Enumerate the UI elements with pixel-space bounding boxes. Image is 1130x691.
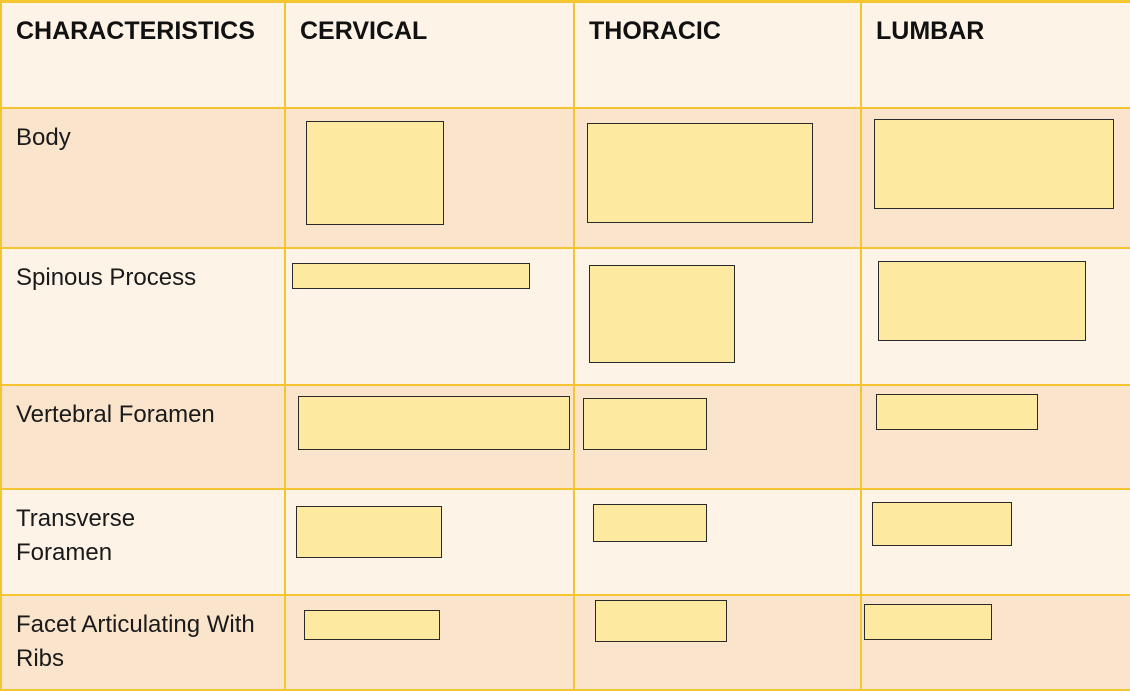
answer-box-cervical-body[interactable]: [306, 120, 444, 225]
cell-lumbar-body: [860, 106, 1130, 249]
header-cervical: CERVICAL: [284, 0, 575, 109]
row-label-vertebral-foramen: Vertebral Foramen: [0, 383, 286, 490]
table-row-vertebral-foramen: Vertebral Foramen: [0, 383, 1130, 490]
cell-lumbar-vertebral-foramen: [860, 383, 1130, 490]
answer-box-cervical-transverse-foramen[interactable]: [296, 505, 442, 558]
cell-thoracic-vertebral-foramen: [573, 383, 862, 490]
table-row-spinous-process: Spinous Process: [0, 246, 1130, 386]
cell-cervical-vertebral-foramen: [284, 383, 575, 490]
cell-cervical-spinous-process: [284, 246, 575, 386]
row-label-spinous-process: Spinous Process: [0, 246, 286, 386]
row-label-transverse-foramen-text: Transverse Foramen: [16, 504, 136, 567]
header-thoracic: THORACIC: [573, 0, 862, 109]
table-row-facet-articulating-with-ribs: Facet Articulating With Ribs: [0, 593, 1130, 691]
cell-thoracic-spinous-process: [573, 246, 862, 386]
answer-box-thoracic-vertebral-foramen[interactable]: [583, 397, 707, 450]
answer-box-cervical-spinous-process[interactable]: [292, 262, 530, 289]
row-label-facet-articulating-with-ribs: Facet Articulating With Ribs: [0, 593, 286, 691]
header-lumbar: LUMBAR: [860, 0, 1130, 109]
cell-thoracic-facet: [573, 593, 862, 691]
cell-thoracic-transverse-foramen: [573, 487, 862, 596]
header-characteristics: CHARACTERISTICS: [0, 0, 286, 109]
row-label-facet-text: Facet Articulating With Ribs: [16, 610, 255, 673]
cell-lumbar-spinous-process: [860, 246, 1130, 386]
answer-box-thoracic-body[interactable]: [587, 122, 813, 223]
cell-thoracic-body: [573, 106, 862, 249]
cell-lumbar-facet: [860, 593, 1130, 691]
answer-box-lumbar-vertebral-foramen[interactable]: [876, 393, 1038, 430]
answer-box-cervical-vertebral-foramen[interactable]: [298, 395, 570, 450]
row-label-transverse-foramen: Transverse Foramen: [0, 487, 286, 596]
row-label-body: Body: [0, 106, 286, 249]
table-row-transverse-foramen: Transverse Foramen: [0, 487, 1130, 596]
table-header-row: CHARACTERISTICS CERVICAL THORACIC LUMBAR: [0, 0, 1130, 109]
cell-cervical-transverse-foramen: [284, 487, 575, 596]
answer-box-lumbar-facet[interactable]: [864, 603, 992, 640]
answer-box-cervical-facet[interactable]: [304, 609, 440, 640]
answer-box-lumbar-body[interactable]: [874, 118, 1114, 209]
cell-cervical-body: [284, 106, 575, 249]
answer-box-thoracic-transverse-foramen[interactable]: [593, 503, 707, 542]
answer-box-lumbar-spinous-process[interactable]: [878, 260, 1086, 341]
answer-box-thoracic-spinous-process[interactable]: [589, 264, 735, 363]
table-row-body: Body: [0, 106, 1130, 249]
cell-lumbar-transverse-foramen: [860, 487, 1130, 596]
answer-box-thoracic-facet[interactable]: [595, 599, 727, 642]
cell-cervical-facet: [284, 593, 575, 691]
answer-box-lumbar-transverse-foramen[interactable]: [872, 501, 1012, 546]
